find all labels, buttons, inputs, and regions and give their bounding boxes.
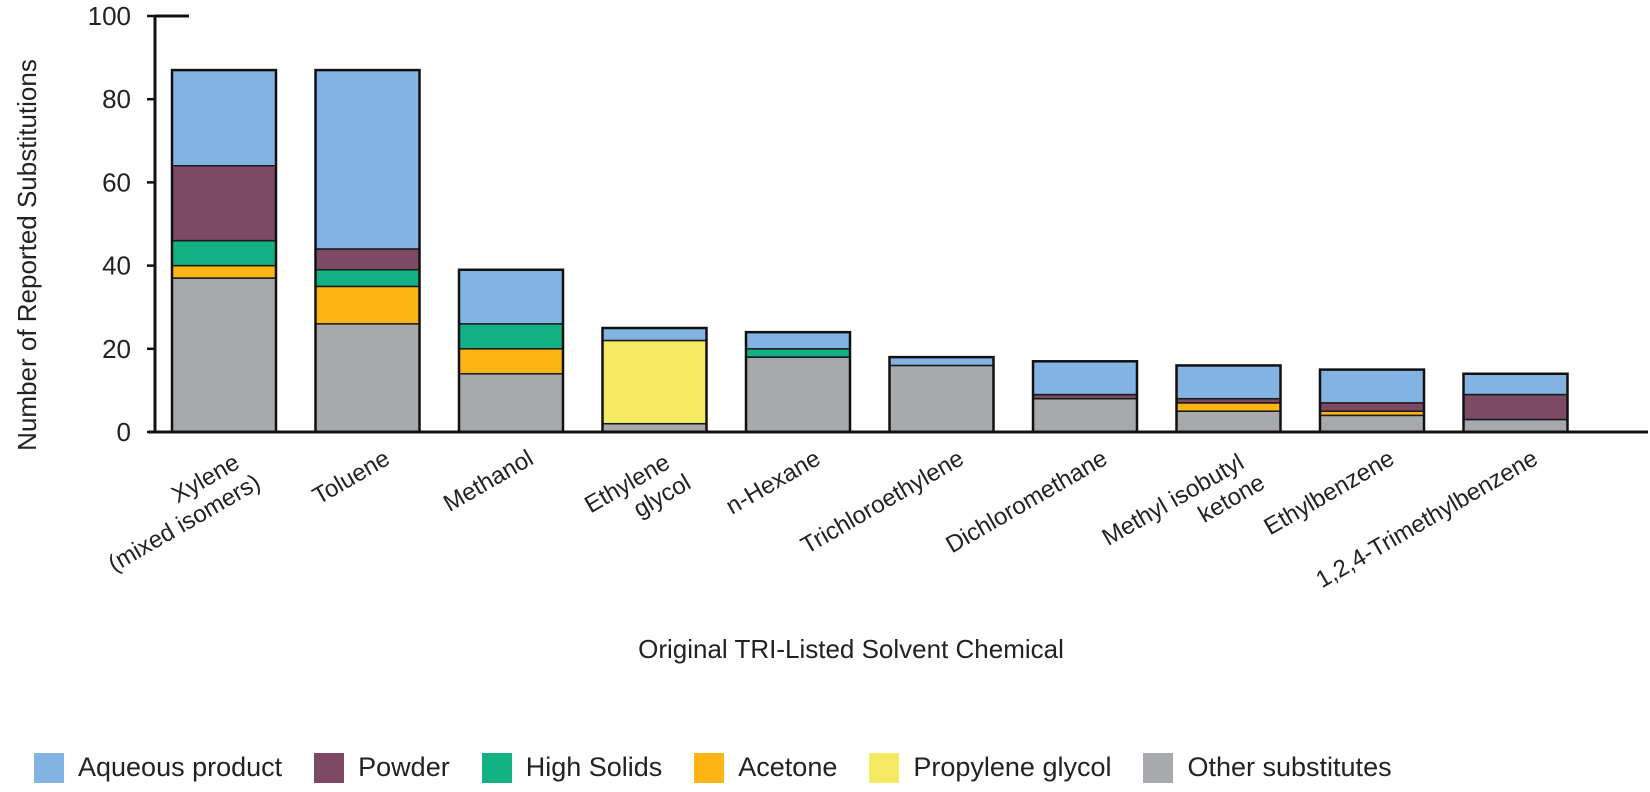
- category-label-4: n-Hexane: [721, 445, 825, 520]
- bar-segment-other-substitutes-6: [1032, 397, 1138, 433]
- bar-segment-other-substitutes-4: [745, 356, 851, 433]
- legend-label: Acetone: [738, 752, 838, 782]
- bar-segment-high-solids-1: [314, 269, 421, 288]
- bar-segment-propylene-glycol-3: [601, 339, 708, 425]
- bar-segment-acetone-7: [1175, 402, 1282, 412]
- bar-segment-other-substitutes-0: [171, 277, 277, 433]
- legend-item-acetone: Acetone: [694, 752, 837, 783]
- bar-segment-aqueous-product-6: [1032, 360, 1138, 396]
- axis-layer: [149, 14, 1648, 434]
- y-tick-label-60: 60: [102, 167, 131, 197]
- category-label-8: Ethylbenzene: [1260, 445, 1399, 541]
- y-tick-label-80: 80: [102, 84, 131, 114]
- bar-segment-high-solids-2: [458, 323, 564, 350]
- legend-item-powder: Powder: [314, 752, 450, 783]
- bar-segment-powder-8: [1319, 402, 1425, 412]
- bar-segment-other-substitutes-8: [1319, 414, 1425, 433]
- legend-item-propylene-glycol: Propylene glycol: [869, 752, 1111, 783]
- bar-segment-other-substitutes-7: [1175, 410, 1282, 433]
- bar-segment-aqueous-product-3: [601, 327, 708, 342]
- legend-item-other-substitutes: Other substitutes: [1143, 752, 1392, 783]
- y-tick-labels: 0 20 40 60 80 100: [88, 1, 155, 447]
- category-label-2: Methanol: [439, 445, 538, 518]
- y-tick-label-40: 40: [102, 251, 131, 281]
- category-label-5-line-0: Trichloroethylene: [796, 445, 968, 560]
- category-label-6-line-0: Dichloromethane: [941, 445, 1112, 559]
- category-label-1-line-0: Toluene: [308, 445, 394, 510]
- category-label-1: Toluene: [308, 445, 394, 510]
- bar-segment-aqueous-product-2: [458, 269, 564, 325]
- y-tick-label-0: 0: [117, 417, 131, 447]
- bar-segment-acetone-0: [171, 264, 277, 279]
- legend-label: High Solids: [525, 752, 663, 782]
- bar-segment-aqueous-product-7: [1175, 364, 1282, 400]
- bar-segment-powder-1: [314, 248, 421, 271]
- bar-segment-acetone-1: [314, 285, 421, 325]
- y-tick-label-20: 20: [102, 334, 131, 364]
- bar-segment-high-solids-0: [171, 239, 277, 267]
- bar-segment-aqueous-product-9: [1462, 373, 1569, 396]
- bar-segment-aqueous-product-1: [314, 69, 421, 250]
- category-label-6: Dichloromethane: [941, 445, 1112, 559]
- y-tick-label-100: 100: [88, 1, 131, 31]
- bar-segment-aqueous-product-4: [745, 331, 851, 350]
- category-label-0: Xylene(mixed isomers): [90, 445, 265, 578]
- bar-segment-powder-0: [171, 165, 277, 242]
- legend-swatch: [869, 752, 900, 783]
- legend-swatch: [694, 752, 725, 783]
- bar-segment-other-substitutes-2: [458, 373, 564, 433]
- bar-segment-other-substitutes-5: [888, 364, 995, 433]
- legend-item-aqueous-product: Aqueous product: [34, 752, 282, 783]
- legend-label: Other substitutes: [1187, 752, 1392, 782]
- legend-swatch: [481, 752, 512, 783]
- category-label-3: Ethyleneglycol: [580, 445, 695, 543]
- category-label-8-line-0: Ethylbenzene: [1260, 445, 1399, 541]
- bar-segment-other-substitutes-1: [314, 323, 421, 433]
- bar-segment-aqueous-product-0: [171, 69, 277, 167]
- legend-swatch: [314, 752, 345, 783]
- category-label-7: Methyl isobutylketone: [1098, 445, 1270, 576]
- bars-layer: [170, 68, 1569, 434]
- bar-segment-high-solids-4: [745, 348, 851, 358]
- bar-segment-powder-9: [1462, 393, 1569, 421]
- chart-legend: Aqueous product Powder High Solids Acetone P…: [34, 752, 1392, 783]
- bar-segment-acetone-2: [458, 348, 564, 375]
- bar-segment-aqueous-product-8: [1319, 368, 1425, 404]
- category-label-4-line-0: n-Hexane: [721, 445, 825, 520]
- legend-swatch: [1143, 752, 1174, 783]
- x-axis-title: Original TRI-Listed Solvent Chemical: [638, 634, 1064, 664]
- legend-label: Propylene glycol: [913, 752, 1112, 782]
- legend-label: Aqueous product: [78, 752, 283, 782]
- category-label-2-line-0: Methanol: [439, 445, 538, 518]
- bar-segment-other-substitutes-9: [1462, 418, 1569, 433]
- y-axis-title: Number of Reported Substitutions: [12, 59, 42, 451]
- legend-item-high-solids: High Solids: [481, 752, 663, 783]
- legend-label: Powder: [358, 752, 450, 782]
- legend-swatch: [34, 752, 64, 783]
- category-labels: Xylene(mixed isomers) Toluene Methanol Ethy…: [90, 445, 1543, 594]
- category-label-5: Trichloroethylene: [796, 445, 968, 560]
